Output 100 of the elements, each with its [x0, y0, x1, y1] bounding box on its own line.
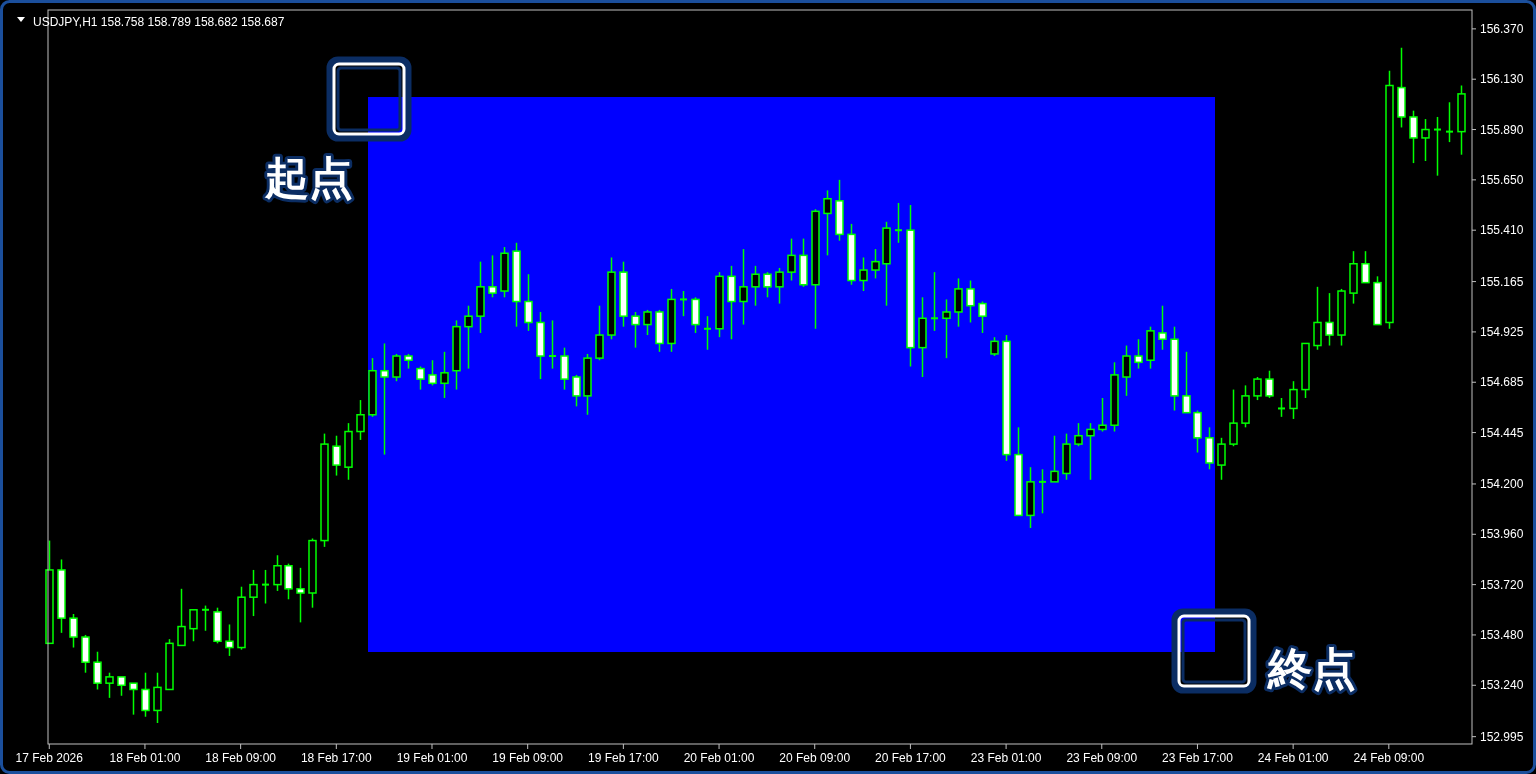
candlestick — [978, 300, 987, 334]
candlestick — [990, 336, 999, 357]
candlestick — [751, 265, 760, 307]
candlestick — [930, 271, 939, 332]
x-tick-label: 23 Feb 17:00 — [1162, 751, 1234, 765]
candlestick — [117, 676, 126, 697]
candlestick — [225, 623, 234, 657]
annotation: 起点 — [264, 152, 353, 203]
candlestick — [859, 256, 868, 292]
candlestick — [296, 567, 305, 624]
candlestick — [1074, 422, 1083, 447]
candlestick — [1182, 351, 1191, 414]
candlestick — [1445, 101, 1454, 143]
candlestick — [189, 609, 198, 642]
candlestick — [572, 374, 581, 408]
candlestick — [428, 359, 437, 387]
x-tick-label: 24 Feb 01:00 — [1257, 751, 1329, 765]
y-tick-label: 154.200 — [1480, 477, 1524, 492]
candlestick — [703, 315, 712, 351]
candlestick — [284, 562, 293, 601]
candlestick — [356, 399, 365, 441]
candlestick — [631, 311, 640, 349]
candlestick — [1421, 118, 1430, 162]
y-tick-label: 155.890 — [1480, 122, 1524, 137]
x-tick-label: 18 Feb 17:00 — [300, 751, 372, 765]
candlestick — [763, 271, 772, 299]
candlestick — [1277, 397, 1286, 418]
candlestick — [380, 342, 389, 456]
candlestick — [1229, 388, 1238, 447]
x-tick-label: 24 Feb 09:00 — [1353, 751, 1425, 765]
y-tick-label: 156.370 — [1480, 22, 1524, 37]
candlestick — [942, 298, 951, 359]
candlestick — [69, 613, 78, 649]
y-tick-label: 153.240 — [1480, 678, 1524, 693]
y-tick-label: 154.445 — [1480, 425, 1524, 440]
x-tick-label: 20 Feb 09:00 — [779, 751, 851, 765]
annotation: 終点 — [1266, 643, 1356, 694]
candlestick — [1265, 369, 1274, 399]
y-tick-label: 154.925 — [1480, 325, 1524, 340]
x-tick-label: 23 Feb 09:00 — [1066, 751, 1138, 765]
y-tick-label: 154.685 — [1480, 375, 1524, 390]
candlestick — [129, 682, 138, 716]
candlestick — [1050, 434, 1059, 483]
candlestick — [871, 248, 880, 280]
candlestick — [1158, 304, 1167, 351]
candlestick — [488, 254, 497, 299]
candlestick — [273, 554, 282, 592]
candlestick — [595, 304, 604, 361]
candlestick — [201, 604, 210, 632]
candlestick — [1409, 109, 1418, 164]
candlestick — [153, 671, 162, 724]
x-tick-label: 19 Feb 01:00 — [396, 751, 468, 765]
candlestick — [1217, 437, 1226, 481]
x-tick-label: 18 Feb 01:00 — [109, 751, 181, 765]
candlestick — [1086, 422, 1095, 481]
candlestick — [643, 309, 652, 336]
candlestick — [524, 273, 533, 332]
candlestick — [332, 434, 341, 477]
y-tick-label: 153.960 — [1480, 527, 1524, 542]
candlestick — [1038, 468, 1047, 515]
candlestick — [1361, 250, 1370, 284]
candlestick — [966, 279, 975, 324]
candlestick — [93, 650, 102, 691]
candlestick — [787, 237, 796, 282]
candlestick — [261, 569, 270, 605]
candlestick — [105, 671, 114, 699]
candlestick — [560, 346, 569, 391]
candlestick — [141, 671, 150, 718]
y-tick-label: 153.480 — [1480, 628, 1524, 643]
candlestick — [679, 290, 688, 317]
candlestick — [1134, 338, 1143, 370]
x-tick-label: 20 Feb 01:00 — [683, 751, 755, 765]
candlestick — [739, 248, 748, 326]
candlestick — [1122, 344, 1131, 397]
candlestick — [1098, 397, 1107, 433]
candlestick — [440, 351, 449, 399]
x-tick-label: 19 Feb 09:00 — [492, 751, 564, 765]
candlestick — [823, 189, 832, 257]
candlestick — [1289, 380, 1298, 420]
x-tick-label: 20 Feb 17:00 — [875, 751, 947, 765]
x-tick-label: 23 Feb 01:00 — [970, 751, 1042, 765]
x-tick-label: 19 Feb 17:00 — [588, 751, 660, 765]
candlestick — [775, 267, 784, 305]
y-tick-label: 156.130 — [1480, 72, 1524, 87]
y-tick-label: 155.165 — [1480, 274, 1524, 289]
y-tick-label: 153.720 — [1480, 577, 1524, 592]
candlestick — [548, 319, 557, 370]
candlestick — [416, 365, 425, 391]
x-tick-label: 18 Feb 09:00 — [205, 751, 277, 765]
candlestick — [1313, 286, 1322, 351]
text: USDJPY,H1 158.758 158.789 158.682 158.687 — [33, 15, 285, 29]
candlestick — [1433, 116, 1442, 177]
candlestick — [249, 569, 258, 617]
y-tick-label: 155.410 — [1480, 223, 1524, 238]
candlestick — [894, 202, 903, 244]
candlestick — [464, 304, 473, 370]
y-tick-label: 155.650 — [1480, 173, 1524, 188]
candlestick — [1253, 376, 1262, 401]
candlestick — [392, 353, 401, 382]
y-tick-label: 152.995 — [1480, 729, 1524, 744]
